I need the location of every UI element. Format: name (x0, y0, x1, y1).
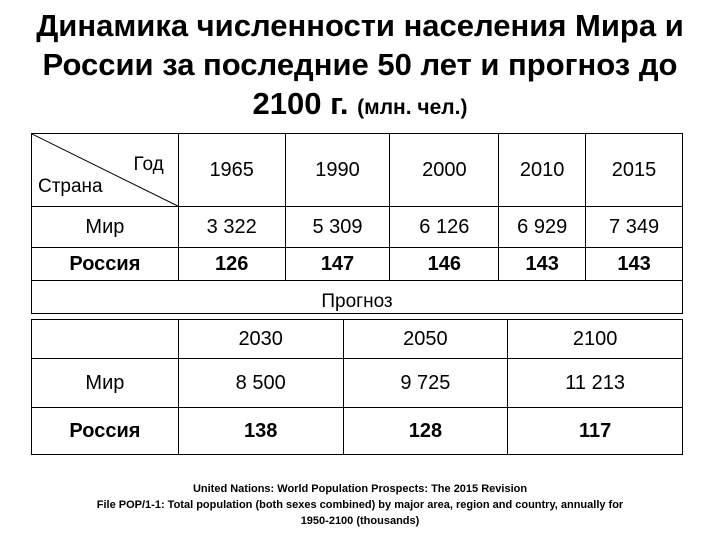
forecast-label: Прогноз (31, 280, 683, 314)
value-cell: 9 725 (342, 358, 509, 408)
year-header: 2010 (498, 133, 587, 207)
table-row-russia: Россия 126 147 146 143 143 (31, 247, 683, 281)
country-cell: Россия (31, 407, 179, 455)
value-cell: 7 349 (585, 206, 683, 248)
forecast-row-russia: Россия 138 128 117 (31, 407, 683, 455)
population-table-historical: Год Страна 1965 1990 2000 2010 2015 Мир … (31, 133, 683, 314)
population-table-forecast: 2030 2050 2100 Мир 8 500 9 725 11 213 Ро… (31, 319, 683, 455)
value-cell: 146 (389, 247, 500, 281)
value-cell: 126 (177, 247, 286, 281)
value-cell: 143 (585, 247, 683, 281)
year-header: 1990 (284, 133, 391, 207)
source-line-2: File POP/1-1: Total population (both sex… (96, 499, 624, 511)
header-year-label: Год (133, 154, 164, 175)
forecast-header-row: 2030 2050 2100 (31, 319, 683, 359)
value-cell: 6 929 (498, 206, 587, 248)
value-cell: 117 (507, 407, 683, 455)
country-cell: Россия (31, 247, 179, 281)
page-title: Динамика численности населения Мира и Ро… (0, 6, 720, 127)
title-line-2: России за последние 50 лет и прогноз до (42, 47, 678, 82)
value-cell: 138 (177, 407, 344, 455)
title-line-3: 2100 г. (млн. чел.) (0, 84, 720, 127)
year-header: 2000 (389, 133, 500, 207)
diagonal-divider (32, 134, 178, 206)
country-cell: Мир (31, 206, 179, 248)
year-header: 2050 (342, 319, 509, 359)
forecast-row-world: Мир 8 500 9 725 11 213 (31, 358, 683, 408)
value-cell: 8 500 (177, 358, 344, 408)
year-header: 1965 (177, 133, 286, 207)
country-cell: Мир (31, 358, 179, 408)
value-cell: 11 213 (507, 358, 683, 408)
value-cell: 3 322 (177, 206, 286, 248)
title-line-1: Динамика численности населения Мира и (36, 8, 684, 43)
corner-header-cell: Год Страна (31, 133, 179, 207)
table-header-row: Год Страна 1965 1990 2000 2010 2015 (31, 133, 683, 207)
value-cell: 128 (342, 407, 509, 455)
table-row-world: Мир 3 322 5 309 6 126 6 929 7 349 (31, 206, 683, 248)
title-unit: (млн. чел.) (357, 96, 468, 119)
source-line-3: 1950-2100 (thousands) (300, 515, 420, 527)
value-cell: 147 (284, 247, 391, 281)
forecast-row: Прогноз (31, 280, 683, 314)
value-cell: 6 126 (389, 206, 500, 248)
title-year: 2100 г. (252, 86, 349, 121)
header-country-label: Страна (38, 176, 103, 197)
year-header: 2030 (177, 319, 344, 359)
year-header: 2015 (585, 133, 683, 207)
forecast-corner-cell (31, 319, 179, 359)
year-header: 2100 (507, 319, 683, 359)
source-line-1: United Nations: World Population Prospec… (192, 483, 528, 495)
value-cell: 143 (498, 247, 587, 281)
source-note: United Nations: World Population Prospec… (0, 481, 720, 529)
value-cell: 5 309 (284, 206, 391, 248)
